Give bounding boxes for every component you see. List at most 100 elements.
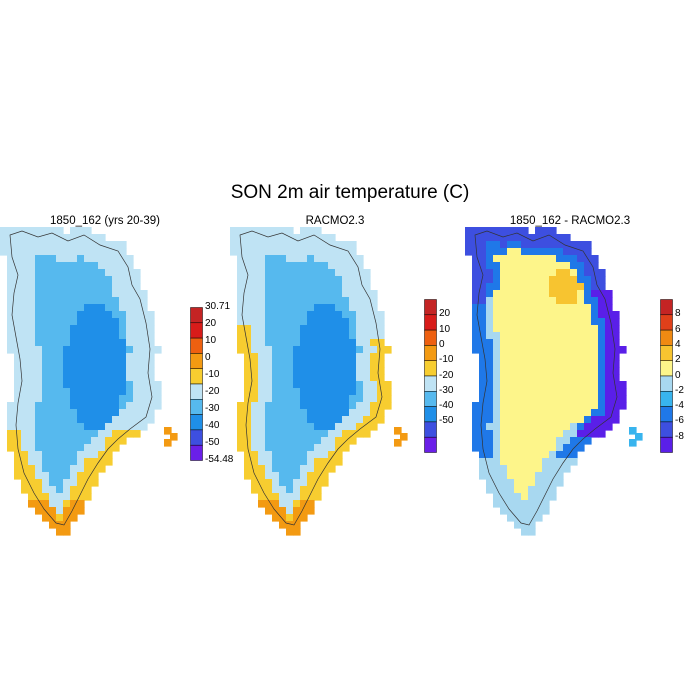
grid-cell <box>577 269 585 277</box>
grid-cell <box>98 444 106 452</box>
grid-cell <box>563 255 571 263</box>
colorbar-label: 0 <box>205 352 211 363</box>
grid-cell <box>133 325 141 333</box>
grid-cell <box>279 234 287 242</box>
grid-cell <box>119 367 127 375</box>
grid-cell <box>21 472 29 480</box>
grid-cell <box>363 311 371 319</box>
grid-cell <box>549 325 557 333</box>
grid-cell <box>63 367 71 375</box>
grid-cell <box>42 451 50 459</box>
grid-cell <box>258 465 266 473</box>
grid-cell <box>84 402 92 410</box>
grid-cell <box>237 269 245 277</box>
grid-cell <box>528 528 536 536</box>
grid-cell <box>535 283 543 291</box>
grid-cell <box>119 241 127 249</box>
grid-cell <box>584 374 592 382</box>
grid-cell <box>7 227 15 235</box>
grid-cell <box>56 269 64 277</box>
grid-cell <box>307 318 315 326</box>
grid-cell <box>258 248 266 256</box>
grid-cell <box>556 325 564 333</box>
grid-cell <box>479 290 487 298</box>
grid-cell <box>63 416 71 424</box>
grid-cell <box>507 353 515 361</box>
grid-cell <box>300 227 308 235</box>
grid-cell <box>91 255 99 263</box>
grid-cell <box>556 367 564 375</box>
grid-cell <box>42 472 50 480</box>
grid-cell <box>21 458 29 466</box>
grid-cell <box>56 465 64 473</box>
grid-cell <box>70 290 78 298</box>
grid-cell <box>70 332 78 340</box>
grid-cell <box>293 479 301 487</box>
grid-cell <box>591 325 599 333</box>
grid-cell <box>394 427 402 435</box>
grid-cell <box>500 437 508 445</box>
grid-cell <box>363 360 371 368</box>
grid-cell <box>293 318 301 326</box>
grid-cell <box>7 304 15 312</box>
grid-cell <box>535 507 543 515</box>
grid-cell <box>528 255 536 263</box>
grid-cell <box>63 325 71 333</box>
grid-cell <box>321 234 329 242</box>
grid-cell <box>486 402 494 410</box>
grid-cell <box>493 318 501 326</box>
grid-cell <box>612 360 620 368</box>
grid-cell <box>328 388 336 396</box>
grid-cell <box>293 507 301 515</box>
grid-cell <box>140 381 148 389</box>
grid-cell <box>28 234 36 242</box>
grid-cell <box>542 353 550 361</box>
grid-cell <box>28 465 36 473</box>
grid-cell <box>493 416 501 424</box>
grid-cell <box>584 262 592 270</box>
grid-cell <box>528 479 536 487</box>
grid-cell <box>591 262 599 270</box>
greenland-map-racmo <box>230 227 408 536</box>
grid-cell <box>486 472 494 480</box>
grid-cell <box>133 409 141 417</box>
grid-cell <box>486 458 494 466</box>
grid-cell <box>472 227 480 235</box>
grid-cell <box>265 395 273 403</box>
grid-cell <box>35 472 43 480</box>
grid-cell <box>251 458 259 466</box>
grid-cell <box>493 269 501 277</box>
grid-cell <box>293 283 301 291</box>
grid-cell <box>21 283 29 291</box>
grid-cell <box>70 311 78 319</box>
grid-cell <box>49 395 57 403</box>
grid-cell <box>7 283 15 291</box>
colorbar-box <box>424 345 437 361</box>
grid-cell <box>279 262 287 270</box>
grid-cell <box>556 234 564 242</box>
grid-cell <box>0 227 8 235</box>
grid-cell <box>293 276 301 284</box>
grid-cell <box>105 283 113 291</box>
grid-cell <box>500 227 508 235</box>
grid-cell <box>598 332 606 340</box>
grid-cell <box>493 465 501 473</box>
grid-cell <box>528 388 536 396</box>
grid-cell <box>147 395 155 403</box>
grid-cell <box>244 283 252 291</box>
grid-cell <box>556 444 564 452</box>
grid-cell <box>28 248 36 256</box>
grid-cell <box>549 290 557 298</box>
grid-cell <box>105 276 113 284</box>
grid-cell <box>119 374 127 382</box>
grid-cell <box>126 325 134 333</box>
grid-cell <box>35 332 43 340</box>
grid-cell <box>598 346 606 354</box>
grid-cell <box>314 269 322 277</box>
grid-cell <box>251 374 259 382</box>
grid-cell <box>584 304 592 312</box>
grid-cell <box>521 339 529 347</box>
grid-cell <box>521 360 529 368</box>
grid-cell <box>335 353 343 361</box>
grid-cell <box>251 472 259 480</box>
